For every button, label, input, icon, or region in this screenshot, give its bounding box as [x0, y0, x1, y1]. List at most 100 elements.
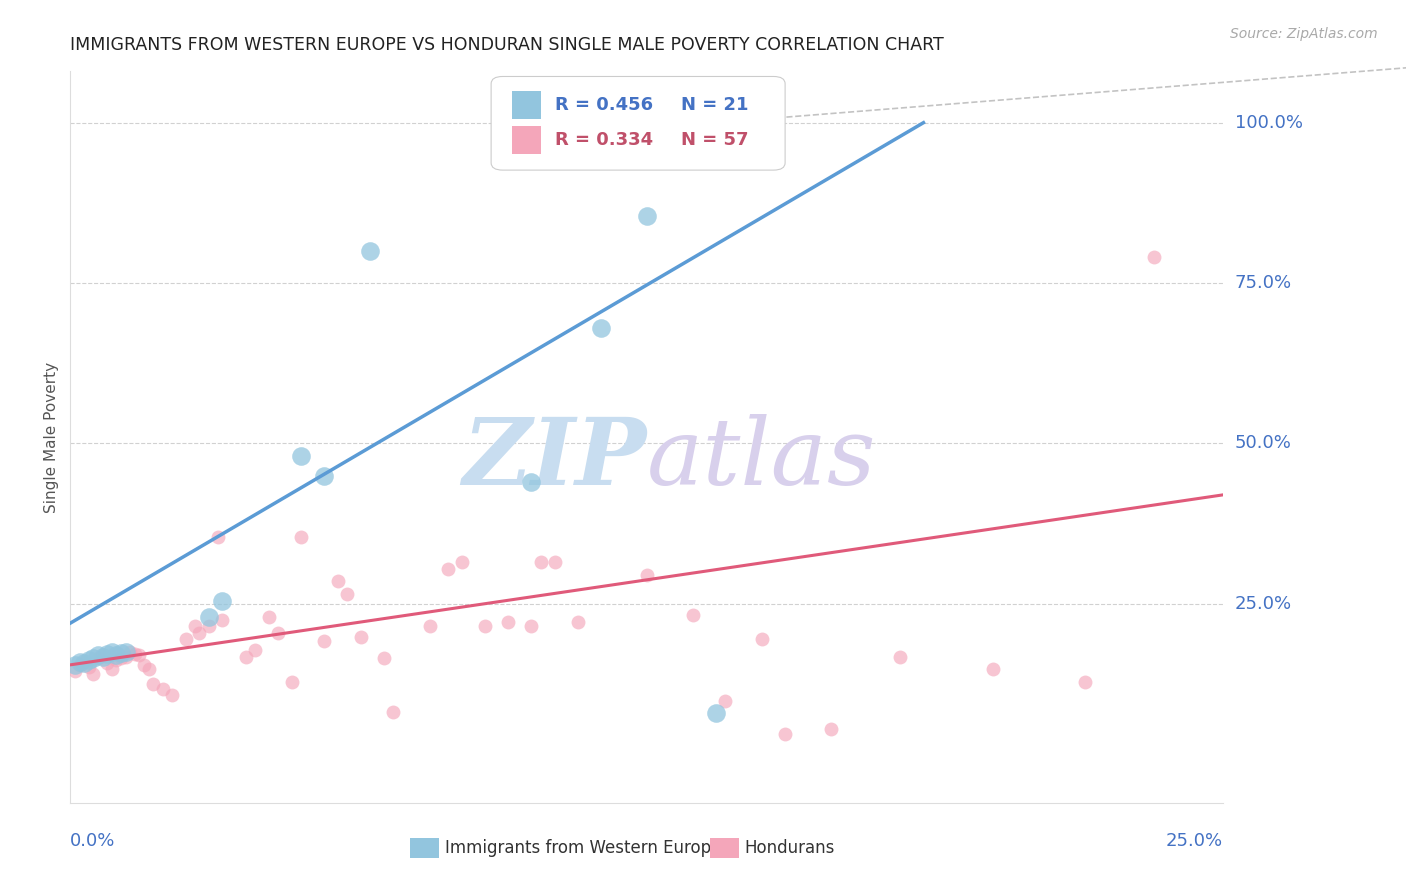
- Point: [188, 625, 211, 640]
- Point: [474, 619, 496, 633]
- Point: [336, 587, 359, 601]
- Point: [889, 649, 911, 664]
- Point: [437, 561, 460, 575]
- Point: [101, 662, 124, 676]
- Point: [87, 648, 110, 663]
- Point: [419, 619, 441, 633]
- Text: 75.0%: 75.0%: [1234, 274, 1292, 292]
- Point: [312, 634, 335, 648]
- Point: [174, 632, 197, 647]
- Point: [211, 613, 233, 627]
- Point: [520, 619, 543, 633]
- Point: [87, 651, 110, 665]
- Point: [73, 655, 96, 669]
- Point: [636, 209, 658, 223]
- Text: atlas: atlas: [647, 414, 876, 504]
- Text: N = 21: N = 21: [682, 96, 749, 114]
- Text: ZIP: ZIP: [463, 414, 647, 504]
- Point: [530, 555, 553, 569]
- Point: [207, 529, 229, 543]
- Point: [751, 632, 773, 647]
- Point: [63, 665, 86, 679]
- FancyBboxPatch shape: [491, 77, 785, 170]
- Point: [105, 648, 128, 663]
- Point: [138, 662, 160, 676]
- Point: [267, 625, 290, 640]
- Point: [160, 688, 183, 702]
- Point: [77, 653, 100, 667]
- Point: [91, 648, 114, 663]
- Point: [114, 645, 136, 659]
- Point: [820, 722, 842, 736]
- Point: [682, 608, 704, 623]
- Point: [69, 655, 91, 669]
- Point: [382, 705, 405, 719]
- Point: [235, 649, 257, 664]
- Text: R = 0.334: R = 0.334: [554, 131, 652, 149]
- Point: [498, 615, 520, 629]
- Point: [63, 657, 86, 672]
- Point: [243, 643, 266, 657]
- Point: [124, 647, 146, 661]
- Point: [257, 609, 280, 624]
- Point: [704, 706, 727, 720]
- Text: Source: ZipAtlas.com: Source: ZipAtlas.com: [1230, 27, 1378, 41]
- Point: [543, 555, 565, 569]
- Point: [326, 574, 349, 589]
- Point: [636, 568, 658, 582]
- Text: R = 0.456: R = 0.456: [554, 96, 652, 114]
- Point: [69, 657, 91, 672]
- Point: [91, 649, 114, 664]
- Point: [773, 726, 796, 740]
- Point: [211, 593, 233, 607]
- Point: [373, 651, 395, 665]
- Point: [451, 555, 474, 569]
- Point: [96, 647, 118, 661]
- Text: Immigrants from Western Europe: Immigrants from Western Europe: [446, 839, 721, 857]
- FancyBboxPatch shape: [512, 126, 541, 154]
- Point: [152, 681, 174, 696]
- Text: Hondurans: Hondurans: [745, 839, 835, 857]
- Text: IMMIGRANTS FROM WESTERN EUROPE VS HONDURAN SINGLE MALE POVERTY CORRELATION CHART: IMMIGRANTS FROM WESTERN EUROPE VS HONDUR…: [70, 36, 943, 54]
- Point: [714, 694, 737, 708]
- Point: [1074, 675, 1097, 690]
- Point: [1143, 251, 1166, 265]
- FancyBboxPatch shape: [710, 838, 740, 858]
- Point: [110, 646, 132, 660]
- Text: N = 57: N = 57: [682, 131, 749, 149]
- Point: [589, 321, 612, 335]
- Point: [350, 630, 373, 644]
- Point: [114, 649, 136, 664]
- Point: [96, 656, 118, 670]
- Text: 25.0%: 25.0%: [1234, 595, 1292, 613]
- Point: [110, 651, 132, 665]
- Point: [82, 667, 104, 681]
- Point: [184, 619, 207, 633]
- Point: [197, 619, 219, 633]
- Point: [105, 653, 128, 667]
- FancyBboxPatch shape: [512, 91, 541, 119]
- Y-axis label: Single Male Poverty: Single Male Poverty: [44, 361, 59, 513]
- Point: [120, 645, 142, 659]
- Point: [520, 475, 543, 489]
- FancyBboxPatch shape: [411, 838, 439, 858]
- Point: [101, 645, 124, 659]
- Text: 50.0%: 50.0%: [1234, 434, 1292, 452]
- Point: [567, 615, 589, 629]
- Point: [128, 648, 150, 663]
- Text: 25.0%: 25.0%: [1166, 832, 1223, 850]
- Point: [290, 529, 312, 543]
- Point: [280, 675, 302, 690]
- Point: [132, 657, 155, 672]
- Point: [981, 662, 1004, 676]
- Point: [77, 660, 100, 674]
- Point: [197, 609, 219, 624]
- Text: 0.0%: 0.0%: [70, 832, 115, 850]
- Point: [142, 677, 165, 691]
- Point: [359, 244, 381, 258]
- Point: [312, 468, 335, 483]
- Point: [82, 651, 104, 665]
- Text: 100.0%: 100.0%: [1234, 113, 1303, 132]
- Point: [290, 450, 312, 464]
- Point: [73, 656, 96, 670]
